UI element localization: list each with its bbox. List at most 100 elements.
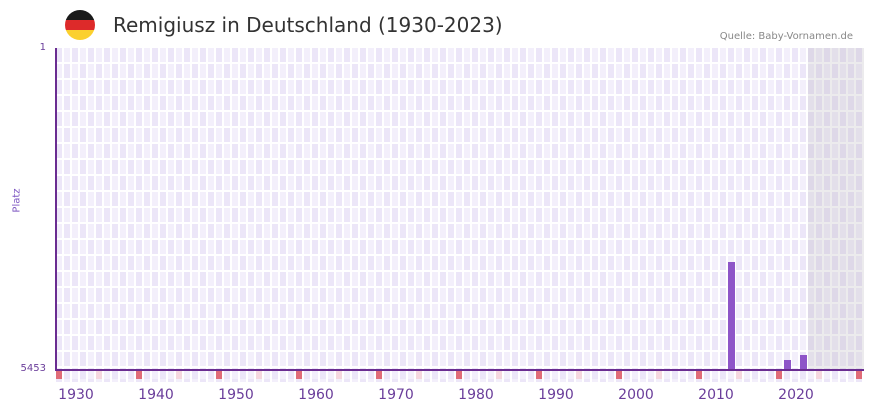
grid-cell	[592, 208, 600, 224]
grid-cell	[200, 304, 208, 320]
grid-cell	[424, 272, 432, 288]
grid-cell	[128, 336, 136, 352]
grid-cell	[624, 304, 632, 320]
bar-2012[interactable]	[728, 262, 735, 370]
grid-cell	[744, 176, 752, 192]
grid-cell	[376, 224, 384, 240]
grid-cell	[784, 288, 792, 304]
grid-cell	[328, 320, 336, 336]
year-marker	[808, 371, 816, 379]
grid-cell	[384, 176, 392, 192]
grid-cell	[648, 224, 656, 240]
grid-cell	[792, 64, 800, 80]
grid-cell	[56, 320, 64, 336]
grid-cell	[712, 192, 720, 208]
grid-cell	[72, 112, 80, 128]
grid-cell	[352, 288, 360, 304]
grid-cell	[576, 192, 584, 208]
grid-cell	[192, 128, 200, 144]
grid-cell	[712, 224, 720, 240]
grid-cell	[808, 288, 816, 304]
grid-cell	[824, 336, 832, 352]
grid-cell	[112, 112, 120, 128]
grid-cell	[648, 256, 656, 272]
grid-cell	[592, 96, 600, 112]
grid-cell	[280, 352, 288, 368]
grid-cell	[192, 80, 200, 96]
grid-cell	[64, 336, 72, 352]
grid-cell	[816, 288, 824, 304]
grid-cell	[480, 144, 488, 160]
grid-cell	[56, 224, 64, 240]
grid-cell	[520, 192, 528, 208]
grid-cell	[408, 176, 416, 192]
bar-2019[interactable]	[784, 360, 791, 370]
grid-cell	[480, 320, 488, 336]
year-marker	[648, 371, 656, 379]
grid-cell	[392, 48, 400, 64]
grid-cell	[800, 80, 808, 96]
grid-cell	[176, 272, 184, 288]
grid-cell	[216, 144, 224, 160]
grid-cell	[776, 256, 784, 272]
grid-cell	[64, 224, 72, 240]
grid-cell	[392, 80, 400, 96]
year-marker	[408, 371, 416, 379]
grid-cell	[320, 64, 328, 80]
grid-cell	[672, 272, 680, 288]
grid-cell	[752, 192, 760, 208]
grid-cell	[392, 336, 400, 352]
grid-cell	[368, 224, 376, 240]
grid-cell	[600, 192, 608, 208]
year-marker	[712, 371, 720, 379]
grid-cell	[344, 112, 352, 128]
grid-cell	[416, 304, 424, 320]
grid-cell	[328, 144, 336, 160]
grid-cell	[512, 144, 520, 160]
grid-cell	[384, 224, 392, 240]
grid-cell	[432, 256, 440, 272]
bar-2021[interactable]	[800, 355, 807, 370]
grid-cell	[760, 352, 768, 368]
grid-cell	[728, 240, 736, 256]
grid-cell	[224, 256, 232, 272]
grid-cell	[776, 224, 784, 240]
grid-cell	[360, 288, 368, 304]
grid-cell	[464, 272, 472, 288]
grid-cell	[512, 352, 520, 368]
grid-cell	[816, 304, 824, 320]
grid-cell	[688, 288, 696, 304]
grid-cell	[144, 288, 152, 304]
grid-cell	[680, 352, 688, 368]
grid-cell	[792, 176, 800, 192]
grid-cell	[672, 336, 680, 352]
grid-cell	[656, 96, 664, 112]
grid-cell	[360, 128, 368, 144]
grid-cell	[704, 224, 712, 240]
grid-cell	[808, 80, 816, 96]
grid-cell	[824, 128, 832, 144]
grid-cell	[240, 288, 248, 304]
grid-cell	[56, 272, 64, 288]
grid-cell	[152, 112, 160, 128]
grid-cell	[104, 160, 112, 176]
grid-cell	[656, 256, 664, 272]
grid-cell	[72, 288, 80, 304]
year-marker	[248, 371, 256, 379]
grid-cell	[104, 224, 112, 240]
grid-cell	[80, 112, 88, 128]
source-link[interactable]: Quelle: Baby-Vornamen.de	[719, 31, 853, 42]
grid-cell	[800, 256, 808, 272]
grid-cell	[824, 160, 832, 176]
grid-cell	[408, 128, 416, 144]
grid-cell	[760, 208, 768, 224]
grid-cell	[640, 144, 648, 160]
grid-cell	[656, 64, 664, 80]
grid-cell	[472, 80, 480, 96]
grid-cell	[256, 320, 264, 336]
grid-cell	[832, 240, 840, 256]
grid-cell	[440, 288, 448, 304]
grid-cell	[664, 320, 672, 336]
grid-cell	[680, 288, 688, 304]
grid-cell	[816, 96, 824, 112]
